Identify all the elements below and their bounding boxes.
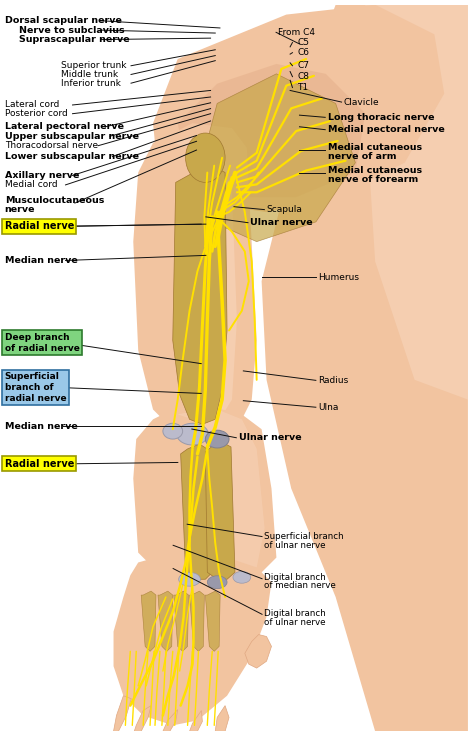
Polygon shape — [141, 591, 156, 651]
Polygon shape — [174, 591, 189, 651]
Text: Axillary nerve: Axillary nerve — [5, 171, 79, 180]
Polygon shape — [365, 4, 468, 400]
Text: Musculocutaneous: Musculocutaneous — [5, 197, 104, 205]
Text: nerve of forearm: nerve of forearm — [328, 174, 418, 183]
Polygon shape — [163, 710, 178, 732]
Text: Superior trunk: Superior trunk — [61, 61, 127, 70]
Polygon shape — [178, 408, 264, 579]
Ellipse shape — [207, 576, 227, 589]
Text: Medial cutaneous: Medial cutaneous — [328, 144, 422, 152]
Polygon shape — [245, 634, 272, 668]
Text: Scapula: Scapula — [267, 205, 302, 214]
Ellipse shape — [186, 133, 225, 183]
Text: nerve: nerve — [5, 205, 35, 214]
Text: Median nerve: Median nerve — [5, 422, 77, 431]
Polygon shape — [133, 405, 276, 587]
Text: Medial cord: Medial cord — [5, 180, 57, 189]
Text: Nerve to subclavius: Nerve to subclavius — [18, 26, 124, 35]
Ellipse shape — [163, 423, 182, 439]
Text: C6: C6 — [297, 48, 309, 57]
Text: Radial nerve: Radial nerve — [5, 459, 74, 469]
Text: T1: T1 — [297, 83, 308, 92]
Text: C7: C7 — [297, 61, 309, 70]
Text: Median nerve: Median nerve — [5, 256, 77, 265]
Polygon shape — [114, 553, 272, 726]
Polygon shape — [190, 591, 204, 651]
Text: Medial pectoral nerve: Medial pectoral nerve — [328, 125, 444, 134]
Text: C8: C8 — [297, 72, 309, 81]
Text: Lateral cord: Lateral cord — [5, 101, 59, 110]
Text: C5: C5 — [297, 38, 309, 47]
Text: Digital branch: Digital branch — [264, 609, 326, 618]
Ellipse shape — [205, 431, 229, 448]
Text: Humerus: Humerus — [318, 272, 359, 282]
Text: Digital branch: Digital branch — [264, 573, 326, 581]
Text: Clavicle: Clavicle — [344, 98, 380, 107]
Ellipse shape — [233, 571, 251, 583]
Text: From C4: From C4 — [278, 28, 315, 37]
Polygon shape — [158, 591, 173, 651]
Text: Lower subscapular nerve: Lower subscapular nerve — [5, 152, 139, 161]
Text: Suprascapular nerve: Suprascapular nerve — [18, 35, 129, 44]
Text: Thoracodorsal nerve: Thoracodorsal nerve — [5, 141, 98, 150]
Polygon shape — [173, 133, 237, 431]
Text: Inferior trunk: Inferior trunk — [61, 79, 121, 88]
Text: of ulnar nerve: of ulnar nerve — [264, 618, 326, 627]
Text: Long thoracic nerve: Long thoracic nerve — [328, 113, 434, 122]
Text: of median nerve: of median nerve — [264, 581, 336, 590]
Text: Dorsal scapular nerve: Dorsal scapular nerve — [5, 16, 121, 25]
Text: Ulnar nerve: Ulnar nerve — [238, 434, 301, 442]
Ellipse shape — [177, 423, 208, 445]
Polygon shape — [153, 4, 444, 212]
Polygon shape — [215, 706, 229, 732]
Text: Upper subscapular nerve: Upper subscapular nerve — [5, 132, 139, 141]
Text: of ulnar nerve: of ulnar nerve — [264, 541, 326, 550]
Text: Lateral pectoral nerve: Lateral pectoral nerve — [5, 122, 124, 131]
Text: Middle trunk: Middle trunk — [61, 70, 118, 79]
Polygon shape — [178, 64, 365, 197]
Polygon shape — [205, 591, 220, 651]
Polygon shape — [262, 4, 468, 732]
Text: Ulna: Ulna — [318, 403, 338, 411]
Text: Ulnar nerve: Ulnar nerve — [250, 218, 313, 227]
Text: Radial nerve: Radial nerve — [5, 222, 74, 231]
Text: Superficial
branch of
radial nerve: Superficial branch of radial nerve — [5, 372, 66, 403]
Text: Medial cutaneous: Medial cutaneous — [328, 166, 422, 175]
Polygon shape — [205, 442, 235, 579]
Polygon shape — [134, 706, 151, 732]
Polygon shape — [198, 74, 356, 241]
Text: Deep branch
of radial nerve: Deep branch of radial nerve — [5, 333, 80, 353]
Polygon shape — [181, 444, 212, 579]
Text: Radius: Radius — [318, 376, 348, 385]
Polygon shape — [114, 696, 131, 732]
Text: Superficial branch: Superficial branch — [264, 532, 344, 541]
Ellipse shape — [179, 573, 201, 586]
Polygon shape — [190, 710, 202, 732]
Polygon shape — [173, 166, 227, 424]
Text: Posterior cord: Posterior cord — [5, 109, 67, 118]
Text: nerve of arm: nerve of arm — [328, 152, 396, 161]
Polygon shape — [133, 123, 256, 434]
